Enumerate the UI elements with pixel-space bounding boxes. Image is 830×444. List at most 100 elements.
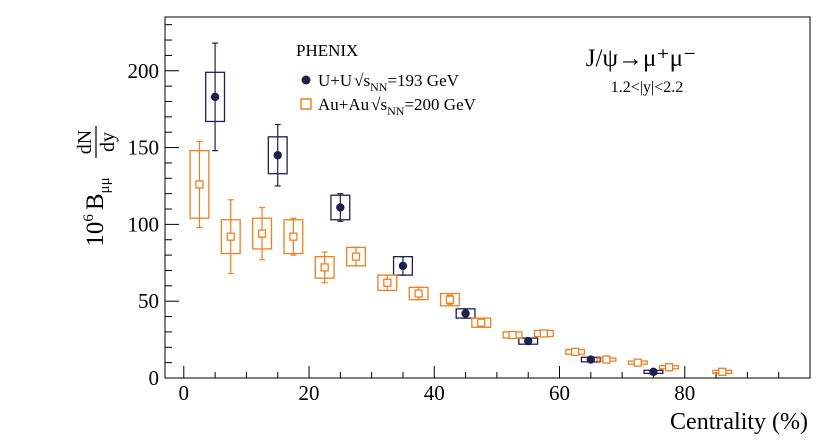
x-axis: 0 20 40 60 80 (179, 366, 780, 405)
sys-error-box (267, 136, 288, 175)
sys-error-box (455, 308, 476, 319)
sys-error-box (252, 217, 273, 250)
y-axis: 0 50 100 150 200 (128, 24, 179, 390)
x-tick-label: 60 (549, 381, 570, 405)
data-point (643, 367, 664, 377)
sys-error-box (377, 274, 398, 292)
sys-error-box (220, 219, 241, 255)
y-label-exp: 6 (81, 214, 97, 222)
marker-open-square (351, 252, 361, 261)
sys-error-box (408, 286, 429, 301)
x-tick-label: 0 (179, 381, 190, 405)
marker-open-square (664, 363, 674, 372)
marker-open-square (257, 229, 267, 238)
data-point (580, 355, 601, 364)
legend-header: PHENIX (296, 41, 358, 60)
y-label-prefix: 10 (82, 222, 109, 247)
series-auau (189, 140, 733, 377)
data-point (314, 251, 335, 284)
svg-text:U+U√sNN=193 GeV: U+U √sNN=193 GeV (318, 71, 460, 94)
marker-open-square (195, 180, 204, 189)
marker-filled-circle (586, 355, 596, 364)
marker-open-square (602, 355, 611, 364)
y-tick-label: 200 (128, 59, 160, 83)
marker-filled-circle (649, 367, 658, 377)
x-tick-label: 20 (299, 381, 320, 405)
data-point (330, 193, 351, 222)
data-point (565, 347, 586, 357)
data-point (377, 274, 398, 292)
sys-error-box (205, 71, 226, 123)
y-axis-label: 106 Bμμ dN dy (74, 126, 119, 247)
annotation-rapidity: 1.2<|y|<2.2 (611, 79, 683, 96)
y-label-b-sub: μμ (97, 177, 113, 193)
x-tick-label: 40 (424, 381, 445, 405)
data-point (471, 317, 492, 328)
data-point (392, 255, 414, 276)
sys-error-box (392, 255, 414, 276)
sys-error-box (283, 219, 304, 255)
marker-open-square (445, 295, 455, 304)
annotation-decay: J/ψ→μ⁺μ⁻ (586, 45, 697, 72)
sys-error-box (439, 292, 460, 307)
sys-error-box (330, 194, 351, 221)
x-axis-label: Centrality (%) (670, 409, 808, 435)
y-label-b: B (82, 193, 109, 210)
data-point (189, 140, 210, 229)
legend-marker-uu (301, 75, 311, 85)
marker-filled-circle (524, 336, 533, 346)
marker-filled-circle (398, 261, 408, 271)
y-tick-label: 0 (149, 366, 160, 390)
plot-frame (164, 16, 811, 379)
marker-open-square (508, 330, 517, 340)
marker-open-square (320, 263, 329, 272)
data-point (408, 286, 429, 301)
data-point (220, 199, 241, 275)
marker-open-square (571, 347, 580, 357)
legend-sqrt-s-uu: s (364, 71, 371, 90)
sys-error-box (314, 255, 335, 279)
data-point (659, 363, 680, 372)
y-label-den: dy (97, 132, 119, 152)
legend-entry-auau: Au+Au √sNN=200 GeV (300, 95, 477, 118)
marker-filled-circle (273, 151, 282, 160)
sys-error-box (189, 149, 210, 219)
legend-entry-uu: U+U √sNN=193 GeV (301, 71, 460, 94)
data-points (189, 42, 733, 377)
marker-open-square (383, 278, 392, 287)
y-tick-label: 100 (128, 212, 160, 236)
marker-open-square (633, 358, 642, 367)
x-tick-label: 80 (674, 381, 695, 405)
svg-text:Au+Au√sNN=200 GeV: Au+Au √sNN=200 GeV (318, 95, 477, 118)
series-uu (205, 42, 664, 377)
y-label-num: dN (74, 130, 96, 154)
marker-open-square (539, 329, 549, 338)
marker-open-square (477, 318, 486, 327)
data-point (267, 123, 288, 187)
data-point (627, 358, 648, 367)
y-tick-label: 50 (138, 289, 159, 313)
marker-open-square (414, 289, 423, 298)
data-point (283, 217, 304, 256)
legend-sqrt-s-auau: s (381, 95, 388, 114)
marker-open-square (718, 367, 727, 377)
legend-marker-auau (300, 98, 312, 110)
data-point (502, 330, 523, 340)
data-point (439, 292, 460, 307)
data-point (345, 246, 367, 267)
sys-error-box (471, 317, 492, 328)
sys-error-box (345, 246, 367, 267)
marker-open-square (289, 232, 298, 241)
marker-open-square (226, 232, 235, 241)
y-tick-label: 150 (128, 136, 160, 160)
data-point (252, 206, 273, 261)
svg-text:106Bμμ: 106 Bμμ (81, 177, 113, 246)
data-point (455, 308, 476, 319)
data-point (518, 336, 539, 346)
marker-filled-circle (461, 309, 470, 318)
legend: PHENIX U+U √sNN=193 GeV Au+Au √sNN=200 GeV (296, 41, 477, 118)
data-point (712, 367, 733, 377)
data-point (533, 329, 554, 338)
data-point (205, 42, 226, 152)
